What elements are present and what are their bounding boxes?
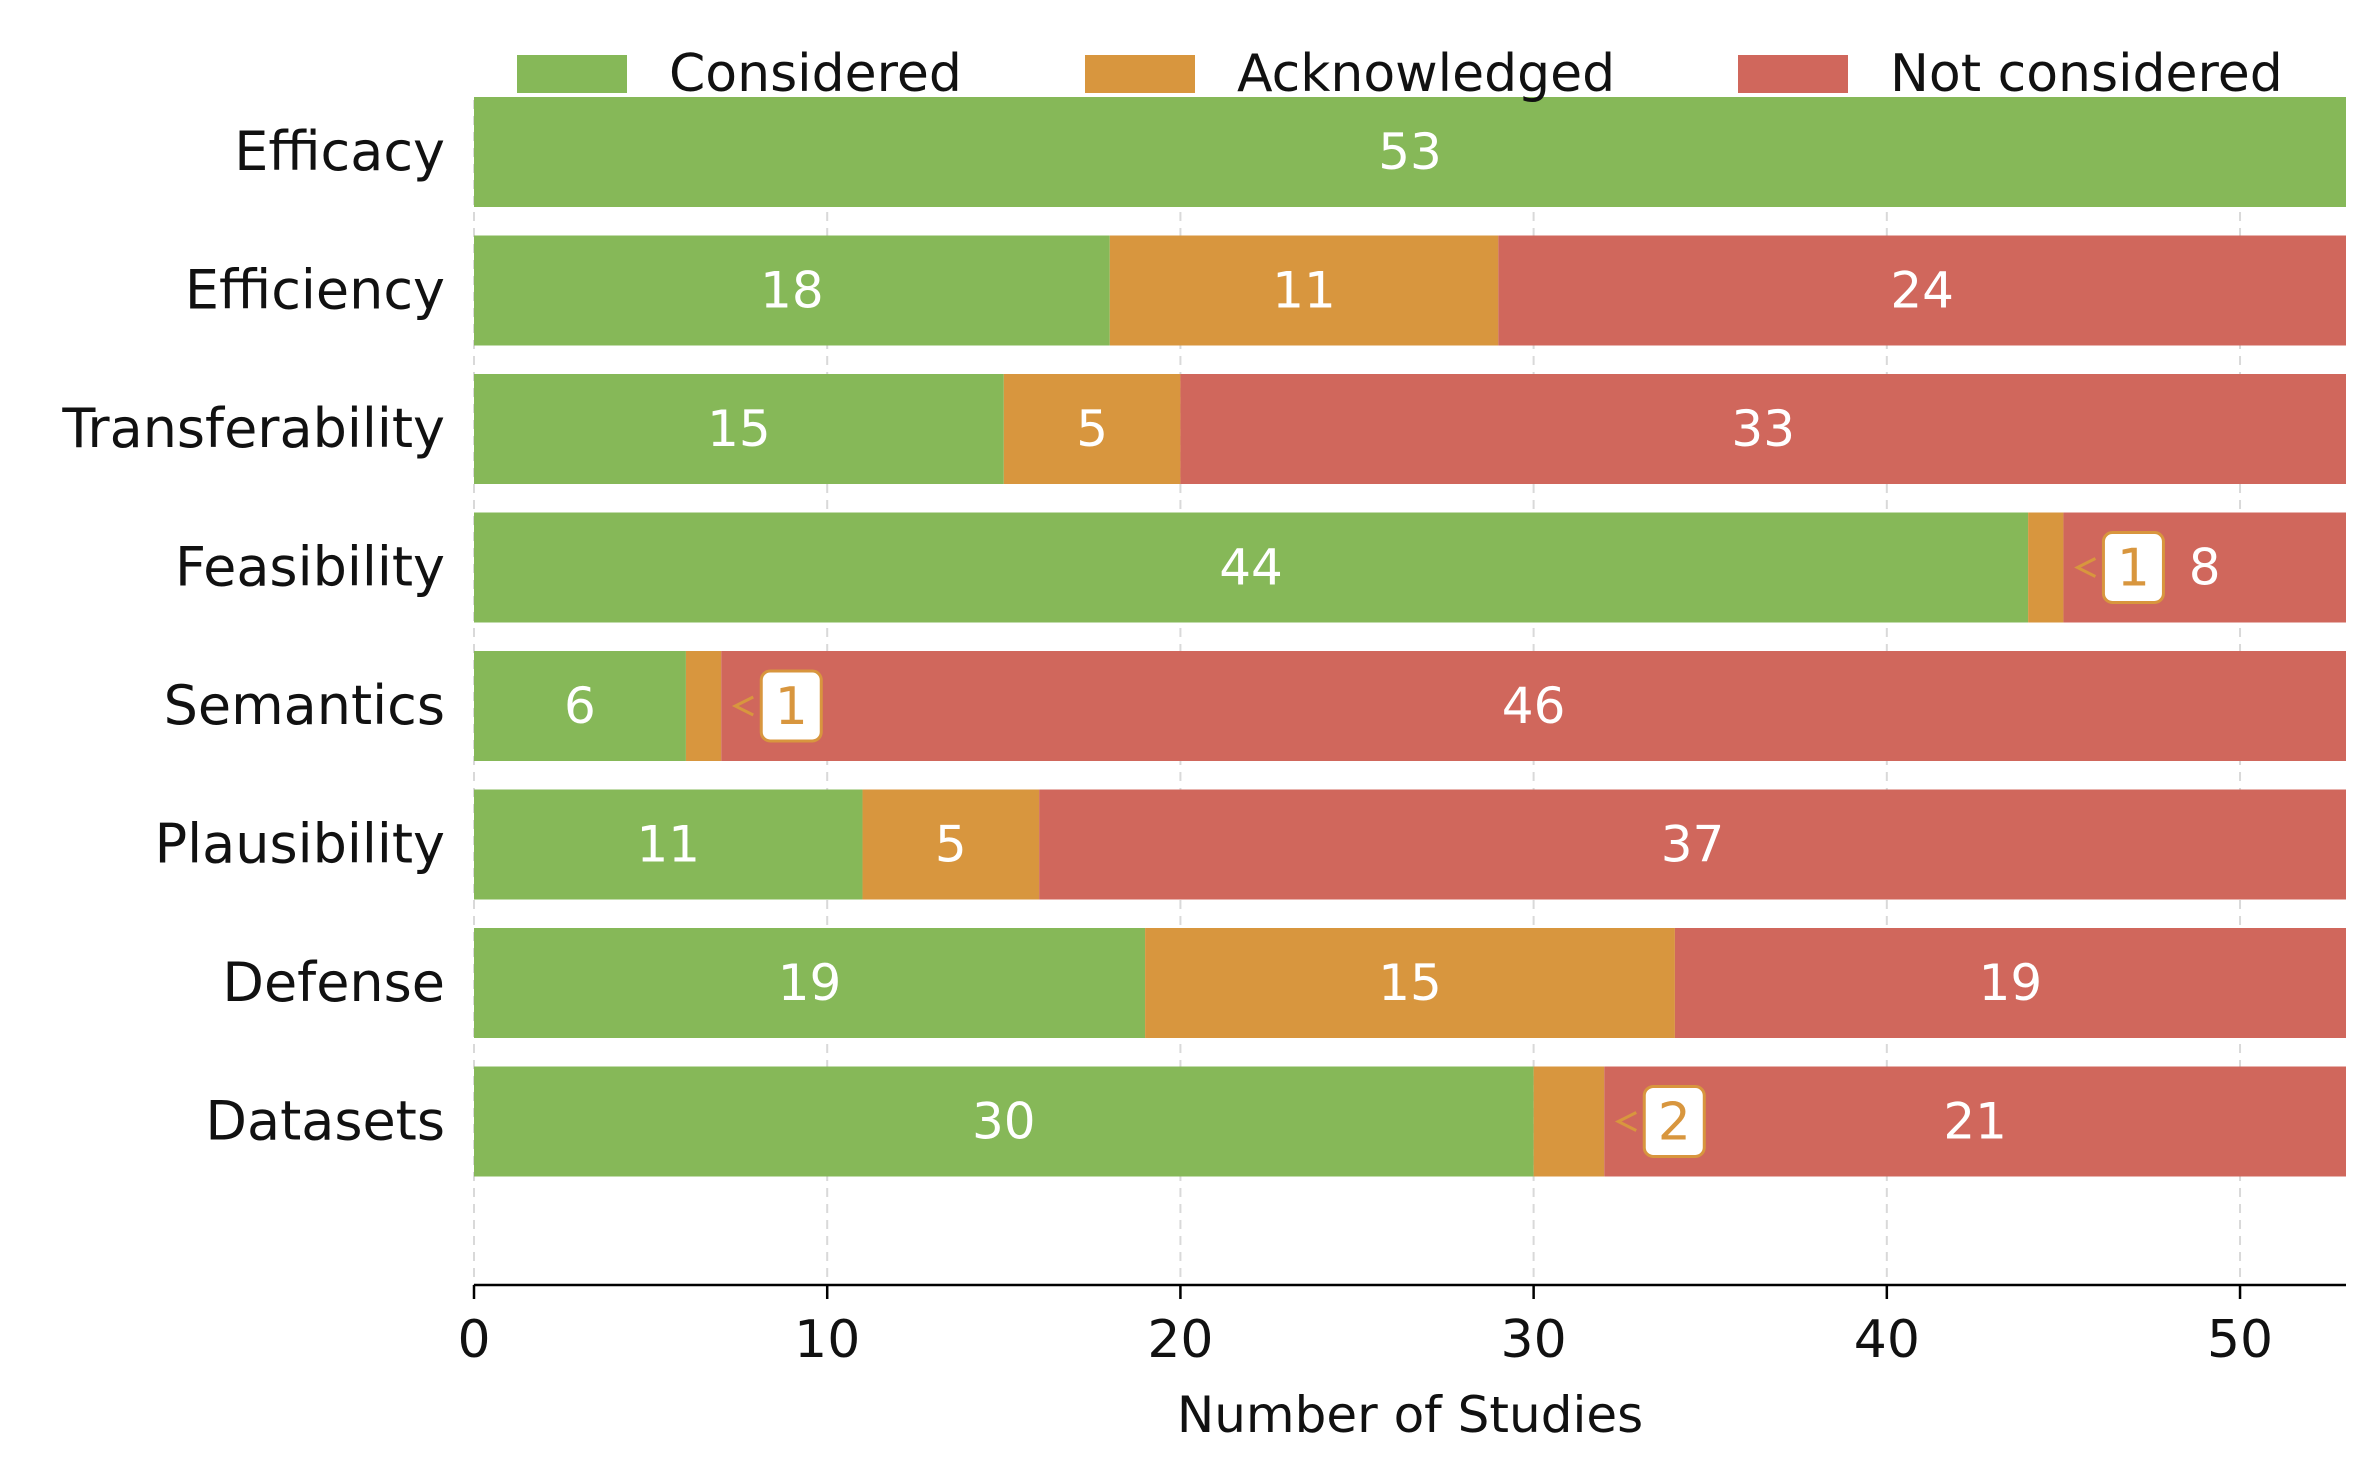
value-label-plausibility-considered: 11	[636, 816, 700, 874]
y-tick-label-datasets: Datasets	[205, 1090, 445, 1153]
x-tick-label-50: 50	[2207, 1310, 2273, 1370]
value-label-plausibility-acknowledged: 5	[935, 816, 967, 874]
callout-arrow	[731, 695, 754, 717]
legend-label: Considered	[669, 44, 962, 104]
value-label-defense-not-considered: 19	[1979, 954, 2043, 1012]
bar-datasets-acknowledged	[1533, 1066, 1605, 1177]
bar-datasets-considered	[474, 1066, 1534, 1177]
bar-datasets-not-considered	[1604, 1066, 2346, 1177]
x-tick-label-20: 20	[1147, 1310, 1213, 1370]
callout-box	[759, 669, 823, 743]
bar-defense-not-considered	[1674, 928, 2346, 1038]
value-label-transferability-not-considered: 33	[1731, 400, 1795, 458]
legend-label: Not considered	[1890, 44, 2283, 104]
legend-item-not-considered: Not considered	[1738, 44, 2283, 104]
y-tick-label-efficacy: Efficacy	[234, 120, 445, 183]
y-tick-label-feasibility: Feasibility	[175, 536, 445, 599]
value-label-feasibility-not-considered: 8	[2189, 539, 2221, 597]
callouts: 1 1 2	[731, 531, 2165, 1158]
x-tick-label-30: 30	[1501, 1310, 1567, 1370]
value-label-defense-acknowledged: 15	[1378, 954, 1442, 1012]
legend-swatch	[1085, 55, 1195, 93]
callout-value: 1	[775, 677, 808, 737]
y-tick-label-efficiency: Efficiency	[185, 259, 445, 322]
x-tick-label-0: 0	[457, 1310, 490, 1370]
value-label-efficiency-considered: 18	[760, 262, 824, 320]
bar-semantics-considered	[474, 651, 686, 761]
y-tick-label-plausibility: Plausibility	[155, 813, 445, 876]
value-label-plausibility-not-considered: 37	[1661, 816, 1725, 874]
callout-value: 2	[1658, 1093, 1691, 1153]
callout-semantics: 1	[731, 669, 823, 743]
bar-plausibility-not-considered	[1039, 789, 2346, 900]
bar-plausibility-considered	[474, 789, 863, 900]
legend-label: Acknowledged	[1237, 44, 1615, 104]
legend: Considered Acknowledged Not considered	[517, 44, 2283, 104]
callout-value: 1	[2117, 539, 2150, 599]
x-tick-label-10: 10	[794, 1310, 860, 1370]
bar-defense-considered	[474, 928, 1146, 1038]
value-label-efficacy-considered: 53	[1378, 123, 1442, 181]
bar-transferability-acknowledged	[1003, 374, 1181, 484]
value-label-efficiency-acknowledged: 11	[1272, 262, 1336, 320]
callout-arrow	[2074, 557, 2097, 578]
legend-item-considered: Considered	[517, 44, 962, 104]
bars	[474, 97, 2346, 1177]
value-label-feasibility-considered: 44	[1219, 539, 1283, 597]
bar-feasibility-considered	[474, 512, 2029, 623]
y-tick-label-transferability: Transferability	[61, 397, 445, 460]
value-label-datasets-considered: 30	[972, 1093, 1036, 1151]
x-axis: 0 10 20 30 40 50	[457, 1283, 2346, 1370]
value-label-datasets-not-considered: 21	[1943, 1093, 2007, 1151]
bar-efficiency-considered	[474, 235, 1110, 346]
value-label-transferability-considered: 15	[707, 400, 771, 458]
y-tick-label-defense: Defense	[222, 951, 445, 1014]
callout-box	[2101, 531, 2165, 604]
legend-item-acknowledged: Acknowledged	[1085, 44, 1615, 104]
callout-box	[1642, 1085, 1706, 1158]
bar-semantics-acknowledged	[685, 651, 722, 761]
y-axis: Efficacy Efficiency Transferability Feasibi…	[61, 120, 445, 1153]
callout-datasets: 2	[1614, 1085, 1706, 1158]
value-label-transferability-acknowledged: 5	[1076, 400, 1108, 458]
legend-swatch	[1738, 55, 1848, 93]
callout-arrow	[1614, 1111, 1637, 1132]
bar-efficiency-acknowledged	[1109, 235, 1499, 346]
bar-feasibility-acknowledged	[2028, 512, 2064, 623]
y-tick-label-semantics: Semantics	[164, 674, 445, 737]
legend-swatch	[517, 55, 627, 93]
value-label-semantics-not-considered: 46	[1502, 677, 1566, 735]
bar-defense-acknowledged	[1145, 928, 1675, 1038]
bar-efficiency-not-considered	[1498, 235, 2346, 346]
bar-efficacy-considered	[474, 97, 2346, 207]
value-label-semantics-considered: 6	[564, 677, 596, 735]
bar-transferability-considered	[474, 374, 1004, 484]
x-tick-label-40: 40	[1854, 1310, 1920, 1370]
x-axis-label: Number of Studies	[1177, 1386, 1643, 1444]
bar-semantics-not-considered	[721, 651, 2346, 761]
bar-transferability-not-considered	[1180, 374, 2346, 484]
bar-plausibility-acknowledged	[862, 789, 1040, 900]
value-label-efficiency-not-considered: 24	[1890, 262, 1954, 320]
callout-feasibility: 1	[2074, 531, 2165, 604]
value-label-defense-considered: 19	[778, 954, 842, 1012]
